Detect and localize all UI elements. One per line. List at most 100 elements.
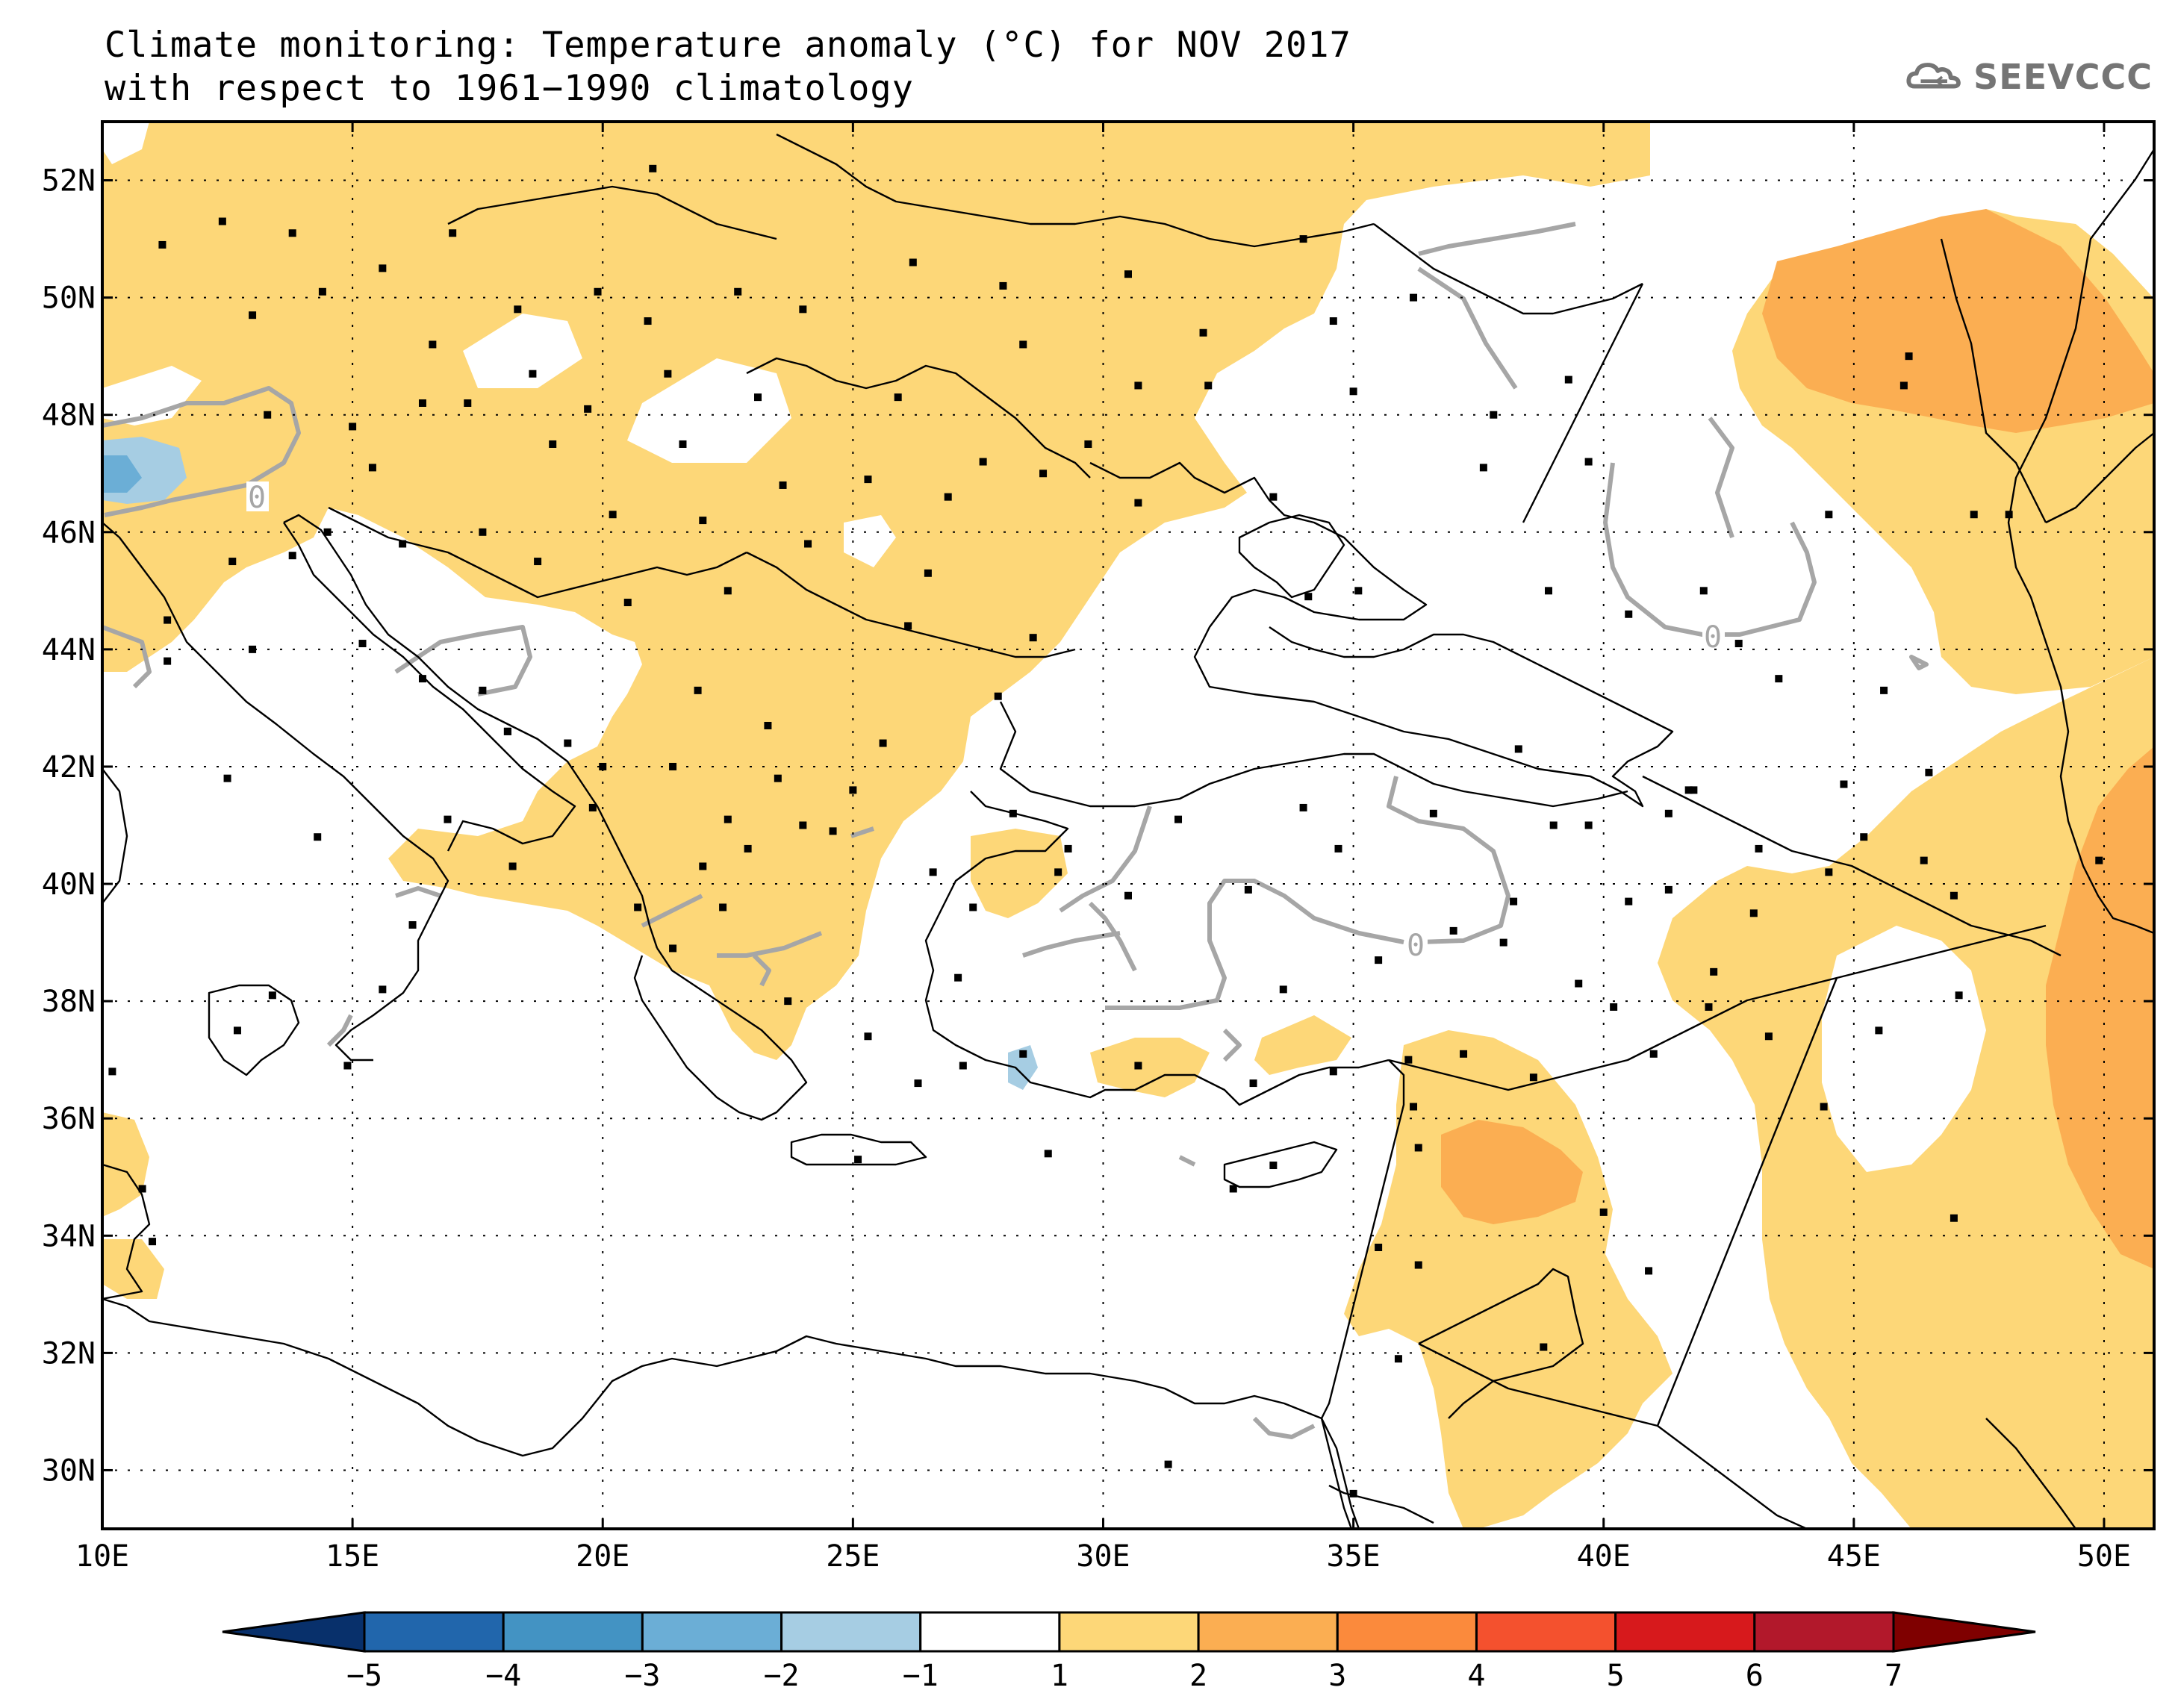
station-marker — [1499, 938, 1507, 947]
station-marker — [754, 393, 762, 402]
station-marker — [799, 305, 807, 314]
border-12 — [1418, 1268, 1584, 1419]
lon-tick-label: 25E — [826, 1539, 880, 1574]
station-marker — [514, 305, 522, 314]
station-marker — [1164, 1460, 1172, 1468]
lon-tick-label: 30E — [1076, 1539, 1130, 1574]
station-marker — [228, 558, 237, 566]
station-marker — [379, 985, 387, 994]
lon-tick-label: 35E — [1326, 1539, 1380, 1574]
station-marker — [829, 827, 837, 835]
lat-tick-label: 38N — [42, 985, 96, 1019]
station-marker — [1584, 821, 1593, 829]
colorbar-label: −4 — [485, 1659, 521, 1693]
station-marker — [1375, 1244, 1383, 1251]
station-marker — [1920, 856, 1928, 864]
station-marker — [1575, 979, 1583, 988]
black-sea-south — [999, 701, 1628, 808]
border-5 — [776, 133, 1375, 248]
tunisia-coast — [102, 1163, 151, 1300]
station-marker — [1684, 786, 1693, 794]
colorbar-box — [1614, 1611, 1756, 1653]
lat-tick-label: 42N — [42, 750, 96, 785]
station-marker — [1354, 587, 1363, 595]
sicily — [208, 984, 300, 1076]
station-marker — [1875, 1026, 1883, 1035]
station-marker — [164, 616, 172, 624]
station-marker — [164, 657, 172, 665]
adriatic-east — [283, 514, 659, 949]
lat-tick-label: 44N — [42, 633, 96, 667]
station-marker — [924, 569, 932, 577]
lon-tick-label: 10E — [75, 1539, 129, 1574]
station-marker — [1414, 1261, 1422, 1269]
station-marker — [1749, 909, 1758, 917]
black-sea-coast — [1089, 461, 1674, 808]
cyprus — [1223, 1141, 1338, 1188]
station-marker — [1540, 1343, 1548, 1351]
lat-tick-label: 34N — [42, 1219, 96, 1253]
station-markers — [108, 164, 2103, 1497]
station-marker — [1755, 844, 1763, 853]
station-marker — [1825, 868, 1833, 876]
station-marker — [158, 240, 167, 249]
crete — [790, 1133, 927, 1166]
station-marker — [2005, 511, 2013, 519]
station-marker — [1054, 868, 1062, 876]
station-marker — [1414, 1144, 1422, 1152]
station-marker — [1449, 926, 1457, 935]
colorbar-label: 5 — [1607, 1659, 1625, 1693]
station-marker — [1705, 1003, 1713, 1011]
border-3 — [746, 357, 1091, 479]
station-marker — [108, 1068, 116, 1076]
station-marker — [343, 1062, 352, 1070]
station-marker — [268, 991, 276, 1000]
red-sea-coast — [1320, 1418, 1360, 1529]
border-15 — [1940, 238, 2047, 523]
station-marker — [1764, 1032, 1773, 1041]
station-marker — [954, 973, 962, 982]
station-marker — [1950, 1214, 1958, 1222]
border-14 — [1320, 1418, 1353, 1529]
station-marker — [418, 399, 426, 407]
station-marker — [1645, 1267, 1653, 1275]
station-marker — [1545, 587, 1553, 595]
station-marker — [1490, 411, 1498, 419]
station-marker — [1690, 786, 1698, 794]
contour-labels: 0 0 0 — [246, 481, 1725, 963]
persian-gulf-coast — [1985, 1418, 2076, 1529]
station-marker — [1269, 493, 1278, 501]
station-marker — [1905, 352, 1913, 361]
border-11 — [1418, 1342, 1808, 1529]
station-marker — [479, 686, 487, 694]
station-marker — [1529, 1073, 1537, 1082]
station-marker — [734, 287, 742, 296]
station-marker — [323, 528, 332, 536]
station-marker — [1410, 1103, 1418, 1111]
border-10 — [1656, 977, 1838, 1427]
colorbar-box — [1058, 1611, 1200, 1653]
station-marker — [1199, 328, 1207, 337]
station-marker — [1134, 499, 1142, 507]
station-marker — [1610, 1003, 1618, 1011]
station-marker — [1664, 809, 1673, 817]
station-marker — [418, 675, 426, 683]
station-marker — [1649, 1050, 1658, 1058]
lat-tick-label: 46N — [42, 516, 96, 550]
station-marker — [1244, 885, 1252, 894]
border-16 — [2045, 432, 2154, 524]
crimea-coast — [1238, 514, 1345, 599]
station-marker — [1044, 1150, 1052, 1158]
station-marker — [999, 281, 1007, 290]
lat-tick-label: 50N — [42, 281, 96, 316]
station-marker — [1625, 610, 1633, 618]
station-marker — [1134, 381, 1142, 390]
station-marker — [909, 258, 917, 267]
longitude-axis: 10E 15E 20E 25E 30E 35E 40E 45E 50E — [75, 122, 2131, 1574]
station-marker — [288, 229, 296, 237]
station-marker — [849, 786, 857, 794]
station-marker — [1880, 686, 1888, 694]
station-marker — [669, 762, 677, 770]
station-marker — [799, 821, 807, 829]
station-marker — [1925, 768, 1933, 776]
